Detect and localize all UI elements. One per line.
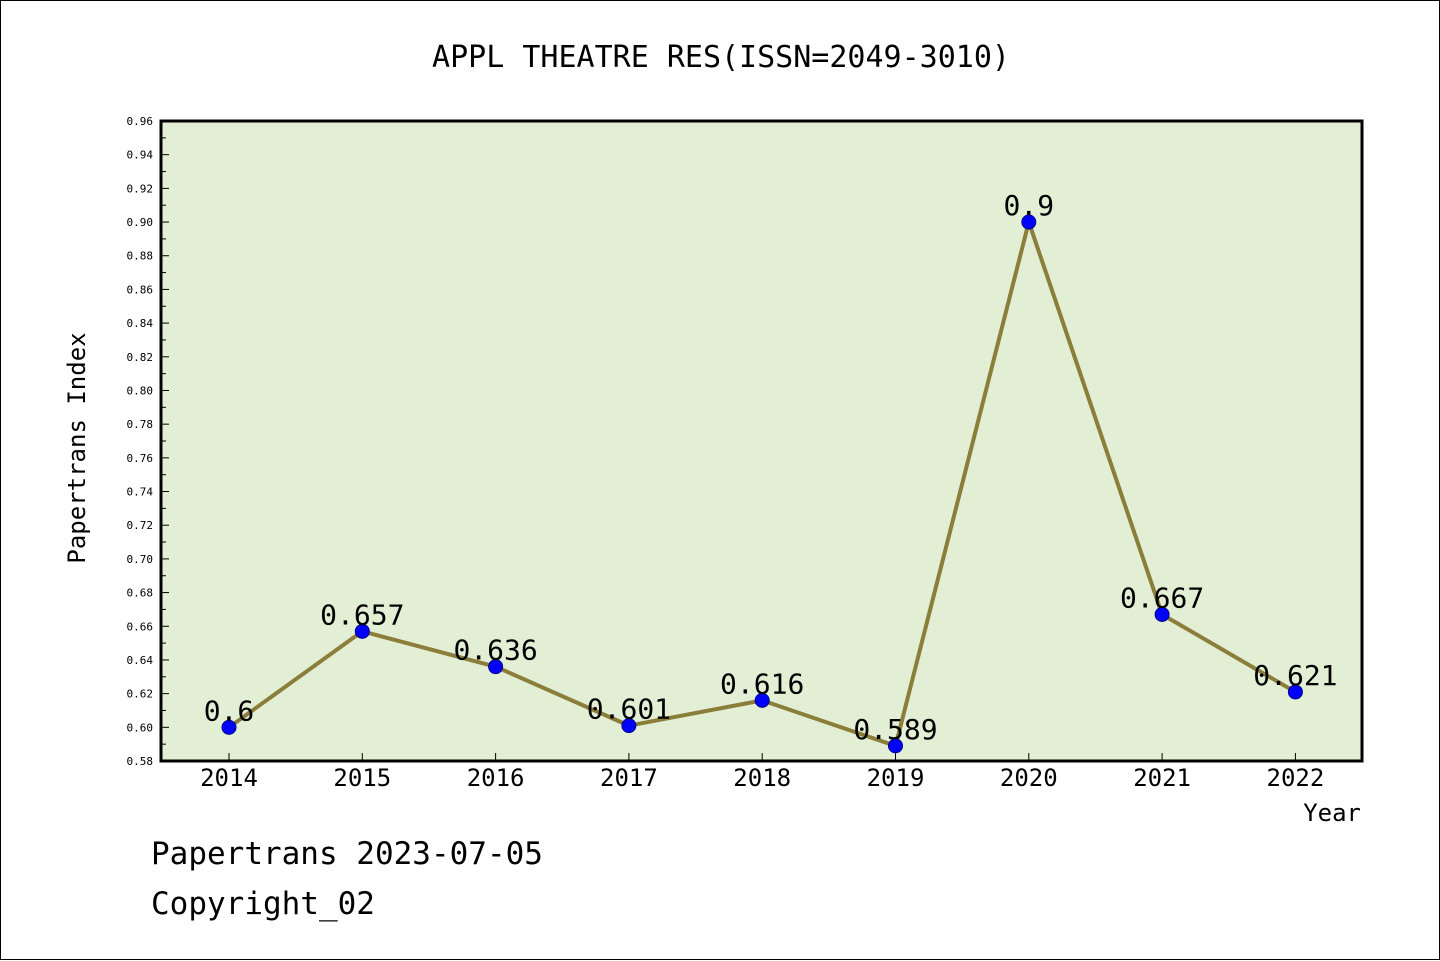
y-tick-label: 0.62 bbox=[127, 688, 154, 701]
data-label: 0.667 bbox=[1120, 581, 1204, 614]
y-tick-label: 0.88 bbox=[127, 250, 154, 263]
x-tick-label: 2021 bbox=[1133, 764, 1191, 792]
y-tick-label: 0.74 bbox=[127, 486, 154, 499]
data-point bbox=[221, 719, 237, 735]
footer-date: Papertrans 2023-07-05 bbox=[151, 836, 543, 872]
y-tick-label: 0.72 bbox=[127, 519, 154, 532]
x-tick-label: 2017 bbox=[600, 764, 658, 792]
x-tick-label: 2015 bbox=[333, 764, 391, 792]
x-tick-label: 2014 bbox=[200, 764, 258, 792]
x-tick-label: 2016 bbox=[467, 764, 525, 792]
data-label: 0.616 bbox=[720, 667, 804, 700]
data-label: 0.9 bbox=[1004, 189, 1055, 222]
plot-area bbox=[159, 119, 1364, 763]
y-tick-label: 0.70 bbox=[127, 553, 154, 566]
series-layer: 0.6 0.657 0.636 0.601 0.616 0.589 0.9 0.667 0.62… bbox=[204, 189, 1338, 754]
y-tick-label: 0.58 bbox=[127, 755, 154, 768]
data-point bbox=[888, 738, 903, 754]
data-label: 0.6 bbox=[204, 694, 255, 727]
x-tick-label: 2020 bbox=[1000, 764, 1058, 792]
y-tick-label: 0.60 bbox=[127, 721, 154, 734]
x-axis-title: Year bbox=[1303, 799, 1361, 827]
y-tick-label: 0.92 bbox=[127, 182, 154, 195]
data-point bbox=[1154, 606, 1170, 622]
y-axis: 0.58 0.60 0.62 0.64 0.66 0.68 0.70 0.72 0.74 0.76… bbox=[127, 115, 169, 768]
data-label: 0.601 bbox=[587, 693, 671, 726]
y-tick-label: 0.96 bbox=[127, 115, 154, 128]
y-tick-label: 0.78 bbox=[127, 418, 154, 431]
y-tick-label: 0.76 bbox=[127, 452, 154, 465]
x-tick-label: 2022 bbox=[1267, 764, 1325, 792]
x-tick-label: 2019 bbox=[867, 764, 925, 792]
data-label: 0.657 bbox=[320, 598, 404, 631]
y-tick-label: 0.90 bbox=[127, 216, 154, 229]
data-point bbox=[621, 718, 637, 734]
x-tick-label: 2018 bbox=[733, 764, 791, 792]
x-axis: 2014 2015 2016 2017 2018 2019 2020 2021 2022 bbox=[200, 753, 1324, 792]
y-tick-label: 0.68 bbox=[127, 587, 154, 600]
data-point bbox=[754, 692, 770, 708]
y-tick-label: 0.86 bbox=[127, 283, 154, 296]
footer-copyright: Copyright_02 bbox=[151, 886, 375, 922]
y-tick-label: 0.64 bbox=[127, 654, 154, 667]
y-tick-label: 0.82 bbox=[127, 351, 154, 364]
data-point bbox=[1287, 684, 1303, 700]
data-label: 0.621 bbox=[1253, 659, 1337, 692]
y-tick-label: 0.80 bbox=[127, 384, 154, 397]
data-point bbox=[1021, 214, 1037, 230]
data-label: 0.589 bbox=[853, 713, 937, 746]
y-tick-label: 0.66 bbox=[127, 620, 154, 633]
y-tick-label: 0.94 bbox=[127, 149, 154, 162]
data-point bbox=[488, 659, 504, 675]
y-axis-title: Papertrans Index bbox=[63, 332, 91, 563]
y-tick-label: 0.84 bbox=[127, 317, 154, 330]
data-label: 0.636 bbox=[453, 634, 537, 667]
data-point bbox=[354, 623, 370, 639]
chart-title: APPL THEATRE RES(ISSN=2049-3010) bbox=[432, 40, 1010, 75]
